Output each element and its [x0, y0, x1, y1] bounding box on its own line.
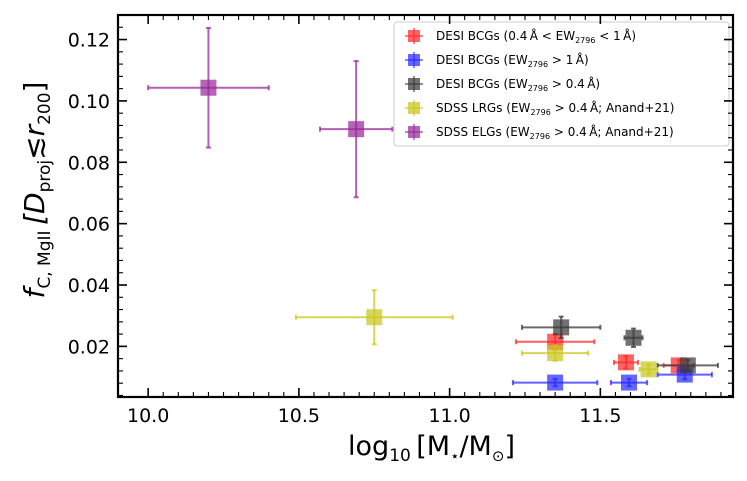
x-tick-label: 10.0 — [127, 405, 169, 427]
legend-label: DESI BCGs (0.4 Å < EW2796 < 1 Å) — [436, 28, 636, 45]
legend-marker — [408, 126, 420, 138]
data-point — [656, 357, 719, 374]
data-point — [612, 354, 640, 371]
marker-square — [547, 345, 564, 362]
data-point — [638, 361, 659, 378]
legend-label: DESI BCGs (EW2796 > 1 Å) — [436, 52, 589, 69]
legend-entry: DESI BCGs (EW2796 > 1 Å) — [405, 52, 589, 69]
data-point — [147, 26, 270, 149]
data-point — [294, 289, 454, 346]
y-tick-label: 0.10 — [68, 91, 110, 113]
y-tick-label: 0.06 — [68, 214, 110, 236]
series-4 — [147, 26, 394, 199]
axes: 10.0 10.5 11.0 11.5 0.02 0.04 0.06 0.08 0.10 0.12… — [18, 13, 735, 466]
data-point — [520, 344, 590, 362]
marker-square — [200, 79, 217, 96]
data-point — [520, 315, 602, 340]
legend-entry: DESI BCGs (0.4 Å < EW2796 < 1 Å) — [405, 28, 636, 45]
y-tick-label: 0.02 — [68, 336, 110, 358]
data-point — [609, 374, 649, 391]
marker-square — [620, 374, 637, 391]
legend: DESI BCGs (0.4 Å < EW2796 < 1 Å) DESI BCG… — [393, 21, 730, 147]
legend-entry: DESI BCGs (EW2796 > 0.4 Å) — [405, 76, 600, 93]
y-tick-label: 0.12 — [68, 30, 110, 52]
y-axis-title: fC, MgII [Dproj≲r200] — [18, 81, 55, 298]
marker-square — [617, 354, 634, 371]
legend-entry: SDSS LRGs (EW2796 > 0.4 Å; Anand+21) — [405, 100, 674, 117]
plot-area — [147, 26, 719, 391]
y-tick-label: 0.04 — [68, 275, 110, 297]
legend-label: DESI BCGs (EW2796 > 0.4 Å) — [436, 76, 600, 93]
legend-entry: SDSS ELGs (EW2796 > 0.4 Å; Anand+21) — [405, 124, 674, 141]
legend-marker — [408, 102, 420, 114]
marker-square — [366, 309, 383, 326]
legend-frame — [393, 21, 730, 147]
legend-label: SDSS ELGs (EW2796 > 0.4 Å; Anand+21) — [436, 124, 674, 141]
series-2 — [520, 315, 719, 374]
data-point — [511, 374, 599, 391]
marker-square — [679, 357, 696, 374]
marker-square — [547, 374, 564, 391]
legend-label: SDSS LRGs (EW2796 > 0.4 Å; Anand+21) — [436, 100, 674, 117]
x-axis-title: log10 [M⋆/M⊙] — [348, 431, 515, 466]
x-tick-label: 11.0 — [428, 405, 470, 427]
legend-marker — [408, 54, 420, 66]
marker-square — [553, 319, 570, 336]
x-tick-label: 10.5 — [278, 405, 320, 427]
y-tick-label: 0.08 — [68, 152, 110, 174]
legend-marker — [408, 78, 420, 90]
axes-frame — [116, 13, 735, 399]
x-tick-label: 11.5 — [579, 405, 621, 427]
data-point — [623, 327, 644, 348]
marker-square — [348, 121, 365, 138]
data-point — [318, 60, 394, 199]
legend-marker — [408, 30, 420, 42]
marker-square — [640, 361, 657, 378]
series-3 — [294, 289, 659, 378]
marker-square — [625, 329, 642, 346]
